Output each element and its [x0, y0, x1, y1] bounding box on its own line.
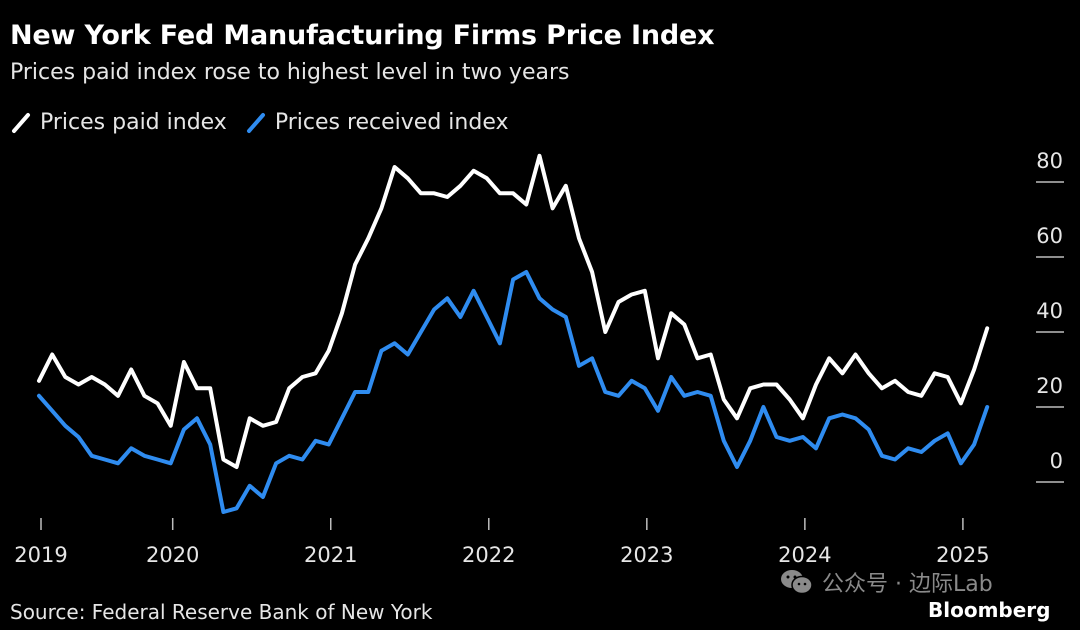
x-tick-label: 2020 [146, 543, 199, 567]
legend-item-prices-received: Prices received index [245, 110, 509, 135]
legend-swatch-prices-received [246, 112, 265, 133]
y-tick-label: 40 [1036, 299, 1063, 323]
x-tick-label: 2022 [462, 543, 515, 567]
x-tick-label: 2024 [778, 543, 831, 567]
legend-label-prices-received: Prices received index [274, 110, 509, 135]
series-line-prices-received-index [37, 270, 990, 514]
legend-swatch-prices-paid [12, 112, 30, 133]
wechat-icon [781, 570, 813, 595]
watermark-text: 公众号 · 边际Lab [822, 572, 993, 597]
chart-subtitle: Prices paid index rose to highest level … [10, 60, 570, 85]
watermark: 公众号 · 边际Lab [780, 566, 993, 598]
bloomberg-logo: Bloomberg [928, 598, 1051, 622]
chart-title: New York Fed Manufacturing Firms Price I… [10, 20, 715, 51]
legend-item-prices-paid: Prices paid index [10, 110, 227, 135]
x-tick-label: 2019 [14, 543, 67, 567]
y-tick-label: 60 [1036, 224, 1063, 248]
legend: Prices paid index Prices received index [10, 110, 527, 135]
source-note: Source: Federal Reserve Bank of New York [10, 600, 433, 624]
y-tick-label: 0 [1050, 449, 1063, 473]
y-tick-label: 20 [1036, 374, 1063, 398]
x-tick-label: 2021 [304, 543, 357, 567]
series-line-prices-paid-index [37, 153, 990, 469]
legend-label-prices-paid: Prices paid index [40, 110, 227, 135]
x-tick-label: 2023 [620, 543, 673, 567]
x-tick-label: 2025 [936, 543, 989, 567]
y-tick-label: 80 [1036, 149, 1063, 173]
